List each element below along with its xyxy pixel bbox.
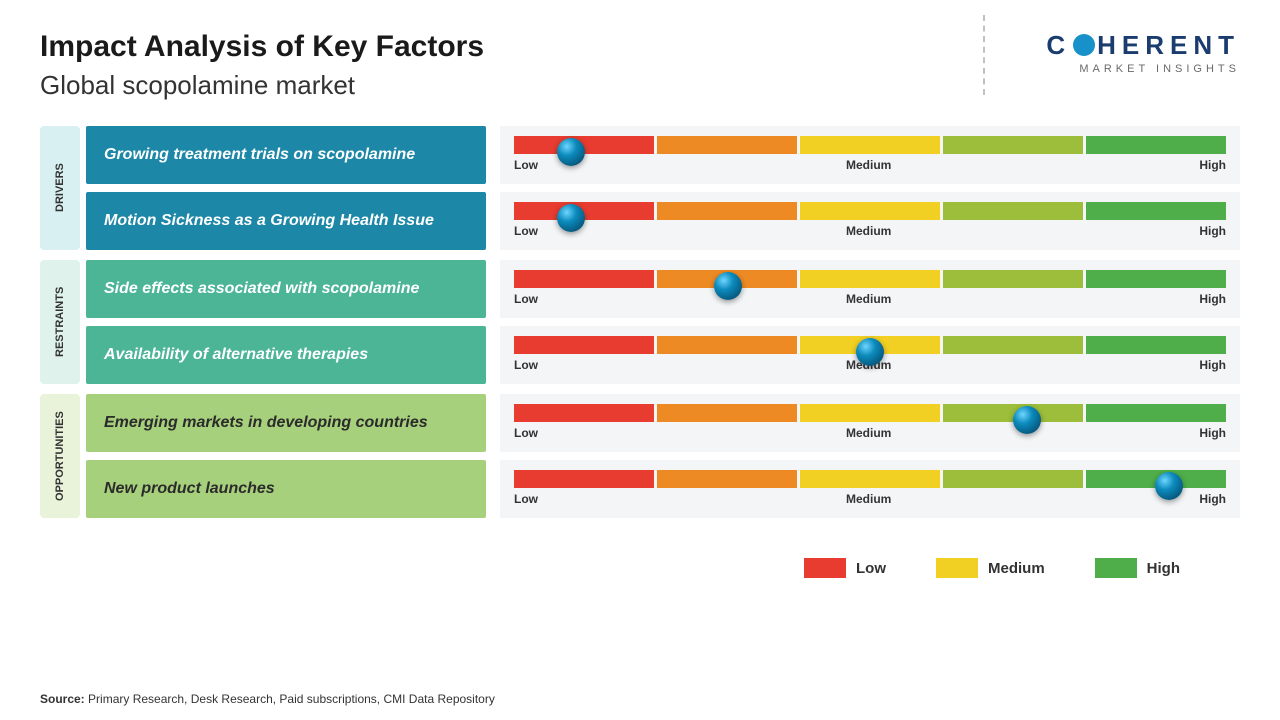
slider-knob xyxy=(1155,472,1183,500)
slider-segment xyxy=(657,470,797,488)
brand-logo: CHERENT MARKET INSIGHTS xyxy=(1046,30,1240,75)
slider-segment xyxy=(800,270,940,288)
logo-text: CHERENT xyxy=(1046,30,1240,61)
legend-swatch xyxy=(936,558,978,578)
source-text: Primary Research, Desk Research, Paid su… xyxy=(88,692,495,706)
source-prefix: Source: xyxy=(40,692,85,706)
impact-slider: Low Medium High xyxy=(500,126,1240,184)
factor-row: Motion Sickness as a Growing Health Issu… xyxy=(86,192,1240,250)
slider-segment xyxy=(943,336,1083,354)
scale-low: Low xyxy=(514,492,538,506)
slider-knob xyxy=(856,338,884,366)
slider-segment xyxy=(800,136,940,154)
impact-slider: Low Medium High xyxy=(500,394,1240,452)
scale-low: Low xyxy=(514,292,538,306)
factor-label: Growing treatment trials on scopolamine xyxy=(86,126,486,184)
slider-knob xyxy=(714,272,742,300)
scale-low: Low xyxy=(514,358,538,372)
scale-medium: Medium xyxy=(846,292,891,306)
slider-segment xyxy=(800,404,940,422)
scale-medium: Medium xyxy=(846,492,891,506)
impact-table: DRIVERSGrowing treatment trials on scopo… xyxy=(40,126,1240,528)
category-label: OPPORTUNITIES xyxy=(40,394,80,518)
legend-item: Medium xyxy=(936,558,1045,578)
slider-segment xyxy=(943,136,1083,154)
legend-item: High xyxy=(1095,558,1180,578)
scale-high: High xyxy=(1199,158,1226,172)
factor-label: Motion Sickness as a Growing Health Issu… xyxy=(86,192,486,250)
impact-slider: Low Medium High xyxy=(500,260,1240,318)
slider-segment xyxy=(657,404,797,422)
slider-scale-labels: Low Medium High xyxy=(514,492,1226,506)
legend-item: Low xyxy=(804,558,886,578)
slider-segment xyxy=(514,270,654,288)
legend-swatch xyxy=(1095,558,1137,578)
slider-segment xyxy=(1086,404,1226,422)
slider-segment xyxy=(514,336,654,354)
scale-high: High xyxy=(1199,426,1226,440)
impact-slider: Low Medium High xyxy=(500,460,1240,518)
slider-knob xyxy=(557,138,585,166)
impact-slider: LowMediumHigh xyxy=(500,326,1240,384)
factor-row: Availability of alternative therapiesLow… xyxy=(86,326,1240,384)
scale-high: High xyxy=(1199,492,1226,506)
slider-knob xyxy=(557,204,585,232)
slider-segment xyxy=(514,470,654,488)
scale-high: High xyxy=(1199,224,1226,238)
page-title: Impact Analysis of Key Factors xyxy=(40,30,1046,64)
slider-scale-labels: Low Medium High xyxy=(514,292,1226,306)
scale-medium: Medium xyxy=(846,158,891,172)
factor-label: Availability of alternative therapies xyxy=(86,326,486,384)
source-note: Source: Primary Research, Desk Research,… xyxy=(40,692,495,706)
category-label: DRIVERS xyxy=(40,126,80,250)
slider-segment xyxy=(514,404,654,422)
scale-high: High xyxy=(1199,358,1226,372)
slider-segment xyxy=(1086,202,1226,220)
impact-slider: Low Medium High xyxy=(500,192,1240,250)
legend-swatch xyxy=(804,558,846,578)
legend-label: High xyxy=(1147,560,1180,577)
factor-row: New product launches Low Medium High xyxy=(86,460,1240,518)
slider-scale-labels: Low Medium High xyxy=(514,158,1226,172)
factor-row: Emerging markets in developing countries… xyxy=(86,394,1240,452)
legend-label: Medium xyxy=(988,560,1045,577)
category-label: RESTRAINTS xyxy=(40,260,80,384)
scale-low: Low xyxy=(514,224,538,238)
legend: Low Medium High xyxy=(40,558,1240,578)
factor-row: Growing treatment trials on scopolamine L… xyxy=(86,126,1240,184)
slider-segment xyxy=(1086,270,1226,288)
scale-low: Low xyxy=(514,426,538,440)
page-subtitle: Global scopolamine market xyxy=(40,70,1046,101)
slider-segment xyxy=(943,270,1083,288)
slider-segment xyxy=(657,336,797,354)
slider-knob xyxy=(1013,406,1041,434)
slider-segment xyxy=(1086,136,1226,154)
slider-segment xyxy=(657,136,797,154)
slider-segment xyxy=(943,202,1083,220)
logo-o-icon xyxy=(1073,34,1095,56)
header-divider xyxy=(983,15,985,95)
slider-segment xyxy=(1086,336,1226,354)
factor-label: New product launches xyxy=(86,460,486,518)
slider-scale-labels: Low Medium High xyxy=(514,224,1226,238)
legend-label: Low xyxy=(856,560,886,577)
scale-medium: Medium xyxy=(846,224,891,238)
slider-scale-labels: Low Medium High xyxy=(514,426,1226,440)
slider-segment xyxy=(943,470,1083,488)
slider-segment xyxy=(800,470,940,488)
slider-segment xyxy=(800,202,940,220)
logo-subtext: MARKET INSIGHTS xyxy=(1046,63,1240,75)
scale-high: High xyxy=(1199,292,1226,306)
scale-low: Low xyxy=(514,158,538,172)
factor-label: Emerging markets in developing countries xyxy=(86,394,486,452)
factor-row: Side effects associated with scopolamine… xyxy=(86,260,1240,318)
scale-medium: Medium xyxy=(846,426,891,440)
slider-segment xyxy=(657,202,797,220)
factor-label: Side effects associated with scopolamine xyxy=(86,260,486,318)
